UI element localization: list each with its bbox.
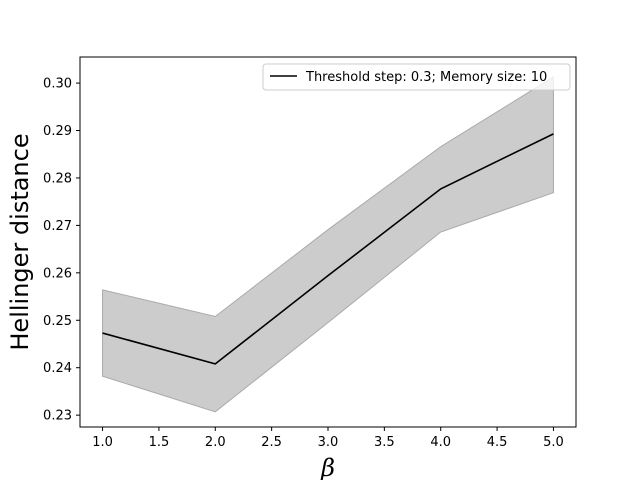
x-tick-label: 3.5 xyxy=(374,435,395,450)
x-axis-label: β xyxy=(320,454,335,480)
x-tick-label: 2.0 xyxy=(205,435,226,450)
y-tick-label: 0.29 xyxy=(43,124,72,139)
legend: Threshold step: 0.3; Memory size: 10 xyxy=(262,63,571,91)
x-tick-label: 4.5 xyxy=(487,435,508,450)
x-tick-label: 2.5 xyxy=(261,435,282,450)
legend-label: Threshold step: 0.3; Memory size: 10 xyxy=(305,70,547,85)
x-axis-ticks: 1.0 1.5 2.0 2.5 3.0 3.5 4.0 4.5 5.0 xyxy=(92,427,564,450)
x-tick-label: 3.0 xyxy=(318,435,339,450)
x-tick-label: 1.0 xyxy=(92,435,113,450)
x-tick-label: 1.5 xyxy=(149,435,170,450)
x-tick-label: 5.0 xyxy=(543,435,564,450)
y-tick-label: 0.28 xyxy=(43,171,72,186)
confidence-band xyxy=(102,76,554,413)
series-line-layer xyxy=(102,133,554,365)
y-tick-label: 0.23 xyxy=(43,409,72,424)
y-axis-label: Hellinger distance xyxy=(6,133,34,350)
y-tick-label: 0.24 xyxy=(43,361,72,376)
confidence-band-layer xyxy=(102,76,554,413)
y-tick-label: 0.27 xyxy=(43,219,72,234)
y-tick-label: 0.30 xyxy=(43,77,72,92)
series-line xyxy=(102,133,554,365)
y-axis-ticks: 0.23 0.24 0.25 0.26 0.27 0.28 0.29 0.30 xyxy=(43,77,80,424)
legend-box xyxy=(262,63,571,91)
x-tick-label: 4.0 xyxy=(430,435,451,450)
y-tick-label: 0.25 xyxy=(43,314,72,329)
y-tick-label: 0.26 xyxy=(43,266,72,281)
